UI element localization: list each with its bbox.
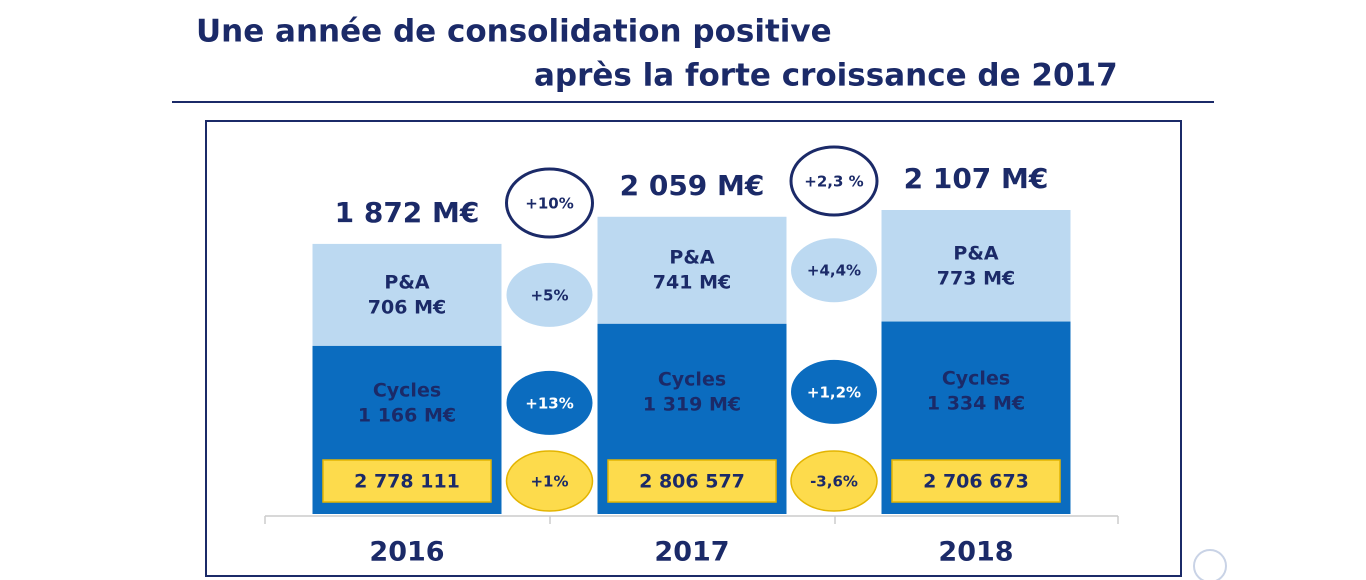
growth-label: +13%: [525, 394, 573, 412]
chart-title: après la forte croissance de 2017: [534, 58, 1118, 94]
units-box: [322, 459, 492, 503]
growth-label: +4,4%: [807, 262, 861, 280]
bar-segment: [597, 216, 787, 324]
segment-label: 706 M€: [368, 296, 446, 318]
bar-segment: [881, 210, 1071, 322]
growth-label: +1,2%: [807, 383, 861, 401]
segment-name: P&A: [953, 242, 998, 264]
growth-label: +5%: [530, 286, 568, 304]
growth-bubble: [789, 145, 879, 217]
frame: [205, 120, 1182, 577]
growth-bubble: [791, 359, 877, 424]
growth-bubble: [505, 450, 594, 512]
segment-label: 773 M€: [937, 267, 1015, 289]
units-label: 2 778 111: [354, 471, 460, 493]
growth-bubble: [791, 238, 877, 303]
segment-label: 1 319 M€: [643, 393, 741, 415]
units-box: [607, 459, 777, 503]
chart-title: Une année de consolidation positive: [196, 14, 832, 50]
units-box: [891, 459, 1061, 503]
growth-bubble: [506, 262, 593, 327]
total-label: 1 872 M€: [335, 196, 480, 229]
total-label: 2 059 M€: [620, 169, 765, 202]
growth-bubble: [505, 167, 594, 239]
segment-name: Cycles: [658, 368, 726, 390]
x-tick-label: 2016: [369, 537, 444, 568]
segment-label: 741 M€: [653, 272, 731, 294]
segment-name: P&A: [669, 247, 714, 269]
segment-name: P&A: [384, 271, 429, 293]
growth-label: +1%: [530, 473, 568, 491]
growth-label: +10%: [525, 195, 573, 213]
growth-bubble: [790, 450, 878, 512]
segment-label: 1 166 M€: [358, 404, 456, 426]
bar-segment: [312, 243, 502, 346]
x-tick-label: 2017: [654, 537, 729, 568]
growth-bubble: [506, 370, 593, 435]
growth-label: +2,3 %: [804, 173, 863, 191]
logo: [1193, 549, 1227, 580]
units-label: 2 806 577: [639, 471, 745, 493]
total-label: 2 107 M€: [904, 162, 1049, 195]
segment-label: 1 334 M€: [927, 392, 1025, 414]
units-label: 2 706 673: [923, 471, 1029, 493]
segment-name: Cycles: [942, 367, 1010, 389]
segment-name: Cycles: [373, 379, 441, 401]
x-tick-label: 2018: [938, 537, 1013, 568]
growth-label: -3,6%: [810, 473, 858, 491]
